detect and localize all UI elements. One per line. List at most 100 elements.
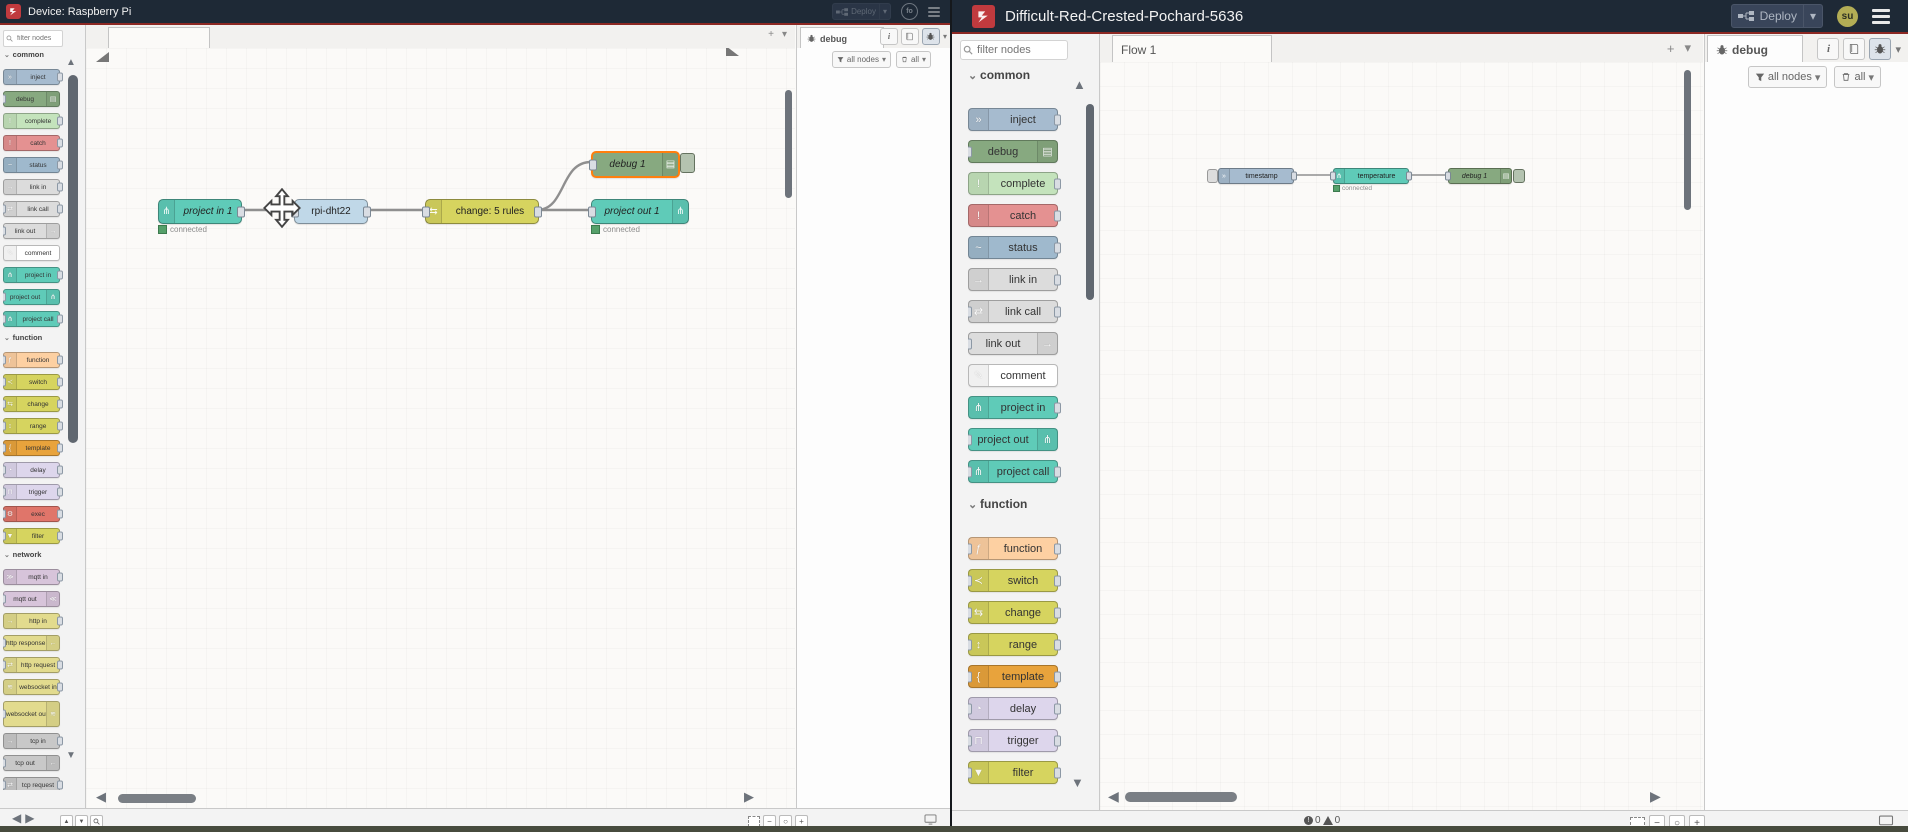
palette-node[interactable]: http response ← xyxy=(3,635,60,651)
palette-node[interactable]: ⇄ http request xyxy=(3,657,63,673)
palette-node[interactable]: ~ status xyxy=(3,157,63,173)
deploy-button[interactable]: Deploy ▾ xyxy=(1730,4,1823,28)
flow-node-debug[interactable]: debug 1 ▤ xyxy=(1445,168,1512,184)
sidebar-info-button[interactable]: i xyxy=(1817,38,1840,60)
palette-filter-input[interactable] xyxy=(975,43,1067,57)
palette-search[interactable] xyxy=(960,40,1068,60)
add-flow-button[interactable]: + xyxy=(1666,40,1675,56)
canvas-vertical-scrollbar[interactable] xyxy=(1684,70,1691,210)
palette-node[interactable]: ⋔ project in xyxy=(968,396,1061,419)
open-window-icon[interactable] xyxy=(924,814,937,825)
flow-list-caret-icon[interactable]: ▾ xyxy=(1684,40,1691,55)
palette-node[interactable]: ≋ websocket in xyxy=(3,679,63,695)
palette-node[interactable]: ↕ range xyxy=(3,418,63,434)
canvas-horizontal-scrollbar[interactable] xyxy=(118,794,196,803)
palette-node[interactable]: → http in xyxy=(3,613,63,629)
node-input-port[interactable] xyxy=(588,206,596,217)
user-avatar[interactable]: fo xyxy=(901,3,918,20)
deploy-options-caret-icon[interactable]: ▾ xyxy=(882,7,887,16)
flow-node-rpi-dht22[interactable]: rpi-dht22 xyxy=(291,199,371,224)
node-input-port[interactable] xyxy=(589,159,597,170)
palette-node[interactable]: ✎ comment xyxy=(968,364,1058,387)
palette-node[interactable]: { template xyxy=(968,665,1061,688)
titlebar[interactable]: Difficult-Red-Crested-Pochard-5636 Deplo… xyxy=(952,0,1908,32)
palette-category-common[interactable]: ⌄ common xyxy=(4,50,44,59)
palette-node[interactable]: ~ status xyxy=(968,236,1061,259)
palette-category-function[interactable]: ⌄ function xyxy=(4,333,43,342)
palette-search[interactable] xyxy=(3,30,63,47)
zoom-out-button[interactable]: − xyxy=(763,815,776,828)
debug-toggle-button[interactable] xyxy=(680,153,695,173)
palette-scrollbar[interactable] xyxy=(68,75,78,443)
palette-page-left-icon[interactable]: ◀ xyxy=(12,811,22,825)
sidebar-debug-button[interactable] xyxy=(921,28,940,45)
flow-node-project-out[interactable]: project out 1 ⋔ xyxy=(588,199,689,224)
palette-node[interactable]: ≺ switch xyxy=(968,569,1061,592)
palette-filter-input[interactable] xyxy=(15,34,62,43)
palette-node[interactable]: ⚙ exec xyxy=(3,506,63,522)
palette-node[interactable]: ⇆ change xyxy=(968,601,1061,624)
palette-node[interactable]: debug ▤ xyxy=(3,91,60,107)
flow-canvas[interactable]: » timestamp ⋔ temperature connected debu… xyxy=(1100,62,1703,810)
sidebar-debug-button[interactable] xyxy=(1869,38,1892,60)
palette-node[interactable]: → link in xyxy=(968,268,1061,291)
flow-node-temperature[interactable]: ⋔ temperature xyxy=(1330,168,1412,184)
palette-node[interactable]: tcp out ← xyxy=(3,755,60,771)
tab-debug[interactable]: debug xyxy=(1707,35,1803,63)
palette-node[interactable]: link out → xyxy=(3,223,60,239)
main-menu-icon[interactable] xyxy=(1872,8,1890,24)
palette-scroll-up-icon[interactable]: ▲ xyxy=(1073,77,1086,92)
palette-node[interactable]: ✎ comment xyxy=(3,245,60,261)
deploy-button[interactable]: Deploy ▾ xyxy=(832,3,891,20)
canvas-search-button[interactable] xyxy=(90,815,103,828)
tab-debug[interactable]: debug xyxy=(800,27,884,49)
palette-node[interactable]: ! complete xyxy=(3,113,63,129)
palette-node[interactable]: websocket out ≋ xyxy=(3,701,60,727)
canvas-horizontal-scrollbar[interactable] xyxy=(1125,792,1237,802)
sidebar-menu-caret-icon[interactable]: ▾ xyxy=(1895,43,1901,56)
sidebar-menu-caret-icon[interactable]: ▾ xyxy=(942,32,947,41)
palette-scroll-down-icon[interactable]: ▼ xyxy=(1071,775,1084,790)
palette-node[interactable]: ! complete xyxy=(968,172,1061,195)
palette-node[interactable]: ⋔ project call xyxy=(3,311,63,327)
palette-node[interactable]: project out ⋔ xyxy=(3,289,60,305)
flow-tab[interactable] xyxy=(108,27,210,50)
palette-node[interactable]: → tcp in xyxy=(3,733,63,749)
palette-node[interactable]: ⇄ link call xyxy=(968,300,1061,323)
node-output-port[interactable] xyxy=(363,206,371,217)
canvas-scroll-left-icon[interactable]: ◀ xyxy=(96,789,106,804)
flow-tab[interactable]: Flow 1 xyxy=(1112,35,1272,64)
debug-toggle-button[interactable] xyxy=(1513,169,1525,183)
node-input-port[interactable] xyxy=(422,206,430,217)
node-output-port[interactable] xyxy=(534,206,542,217)
palette-node[interactable]: ⋔ project call xyxy=(968,460,1061,483)
sidebar-info-button[interactable]: i xyxy=(879,28,898,45)
canvas-scroll-left-icon[interactable]: ◀ xyxy=(1108,788,1119,804)
palette-node[interactable]: ⇄ link call xyxy=(3,201,63,217)
palette-node[interactable]: ! catch xyxy=(3,135,63,151)
palette-node[interactable]: ! catch xyxy=(968,204,1061,227)
inject-button[interactable] xyxy=(1207,169,1218,183)
palette-node[interactable]: mqtt out ≪ xyxy=(3,591,60,607)
palette-page-right-icon[interactable]: ▶ xyxy=(25,811,35,825)
palette-scrollbar[interactable] xyxy=(1086,104,1094,300)
canvas-vertical-scrollbar[interactable] xyxy=(785,90,792,198)
main-menu-icon[interactable] xyxy=(928,6,940,17)
palette-node[interactable]: ↕ range xyxy=(968,633,1061,656)
palette-category-function[interactable]: ⌄ function xyxy=(968,497,1028,511)
palette-node[interactable]: ◔ delay xyxy=(3,462,63,478)
palette-node[interactable]: » inject xyxy=(3,69,63,85)
flow-node-project-in[interactable]: ⋔ project in 1 xyxy=(158,199,245,224)
palette-node[interactable]: ƒ function xyxy=(3,352,63,368)
palette-node[interactable]: ▼ filter xyxy=(3,528,63,544)
palette-node[interactable]: » inject xyxy=(968,108,1061,131)
palette-node[interactable]: debug ▤ xyxy=(968,140,1058,163)
node-output-port[interactable] xyxy=(1406,171,1412,181)
node-input-port[interactable] xyxy=(1330,171,1336,181)
palette-category-network[interactable]: ⌄ network xyxy=(4,550,42,559)
palette-node[interactable]: ⇄ tcp request xyxy=(3,777,63,790)
palette-node[interactable]: ◔ delay xyxy=(968,697,1061,720)
palette-scroll-down-icon[interactable]: ▼ xyxy=(66,750,76,761)
user-avatar[interactable]: su xyxy=(1837,5,1858,27)
palette-node[interactable]: ≺ switch xyxy=(3,374,63,390)
